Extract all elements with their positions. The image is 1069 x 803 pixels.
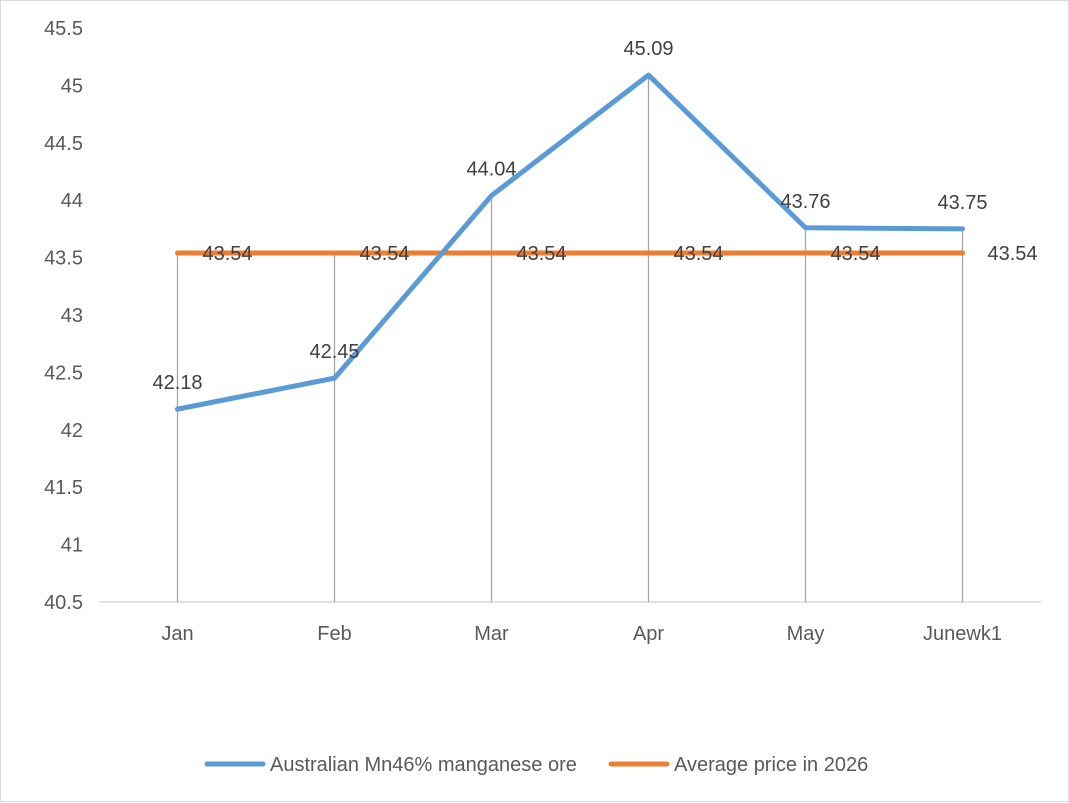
- y-tick-label: 42.5: [44, 362, 83, 384]
- y-tick-label: 42: [61, 420, 83, 442]
- data-label-manganese-ore: 42.45: [309, 341, 359, 363]
- legend-average-price-label: Average price in 2026: [674, 754, 868, 776]
- drop-lines: [176, 75, 964, 602]
- data-label-manganese-ore: 44.04: [466, 159, 516, 181]
- data-label-manganese-ore: 43.75: [937, 192, 987, 214]
- y-tick-label: 43: [61, 305, 83, 327]
- x-tick-label: Junewk1: [923, 623, 1002, 645]
- data-label-average-price: 43.54: [988, 243, 1038, 265]
- y-tick-label: 40.5: [44, 592, 83, 614]
- data-labels: 42.18 42.45 44.04 45.09 43.76 43.75 43.54 43.54…: [152, 38, 1037, 394]
- y-tick-label: 41.5: [44, 477, 83, 499]
- data-label-average-price: 43.54: [203, 243, 253, 265]
- legend: Australian Mn46% manganese ore Average pr…: [204, 754, 868, 776]
- data-label-manganese-ore: 43.76: [780, 191, 830, 213]
- data-label-average-price: 43.54: [360, 243, 410, 265]
- y-tick-label: 45.5: [44, 18, 83, 40]
- series-line-manganese-ore: [175, 72, 965, 412]
- y-tick-label: 44.5: [44, 133, 83, 155]
- data-label-average-price: 43.54: [517, 243, 567, 265]
- y-tick-label: 43.5: [44, 248, 83, 270]
- x-tick-label: Mar: [474, 623, 509, 645]
- x-axis-ticks: Jan Feb Mar Apr May Junewk1: [161, 623, 1002, 645]
- data-label-average-price: 43.54: [674, 243, 724, 265]
- x-tick-label: Jan: [161, 623, 193, 645]
- y-tick-label: 45: [61, 75, 83, 97]
- y-axis-ticks: 40.5 41 41.5 42 42.5 43 43.5 44 44.5 45 45.5: [44, 18, 83, 614]
- series-layer: [175, 72, 965, 412]
- x-tick-label: Apr: [633, 623, 664, 645]
- x-tick-label: Feb: [317, 623, 351, 645]
- y-tick-label: 44: [61, 190, 83, 212]
- data-label-manganese-ore: 45.09: [623, 38, 673, 60]
- data-label-average-price: 43.54: [831, 243, 881, 265]
- legend-manganese-ore-label: Australian Mn46% manganese ore: [270, 754, 577, 776]
- data-label-manganese-ore: 42.18: [152, 372, 202, 394]
- x-tick-label: May: [787, 623, 825, 645]
- y-tick-label: 41: [61, 535, 83, 557]
